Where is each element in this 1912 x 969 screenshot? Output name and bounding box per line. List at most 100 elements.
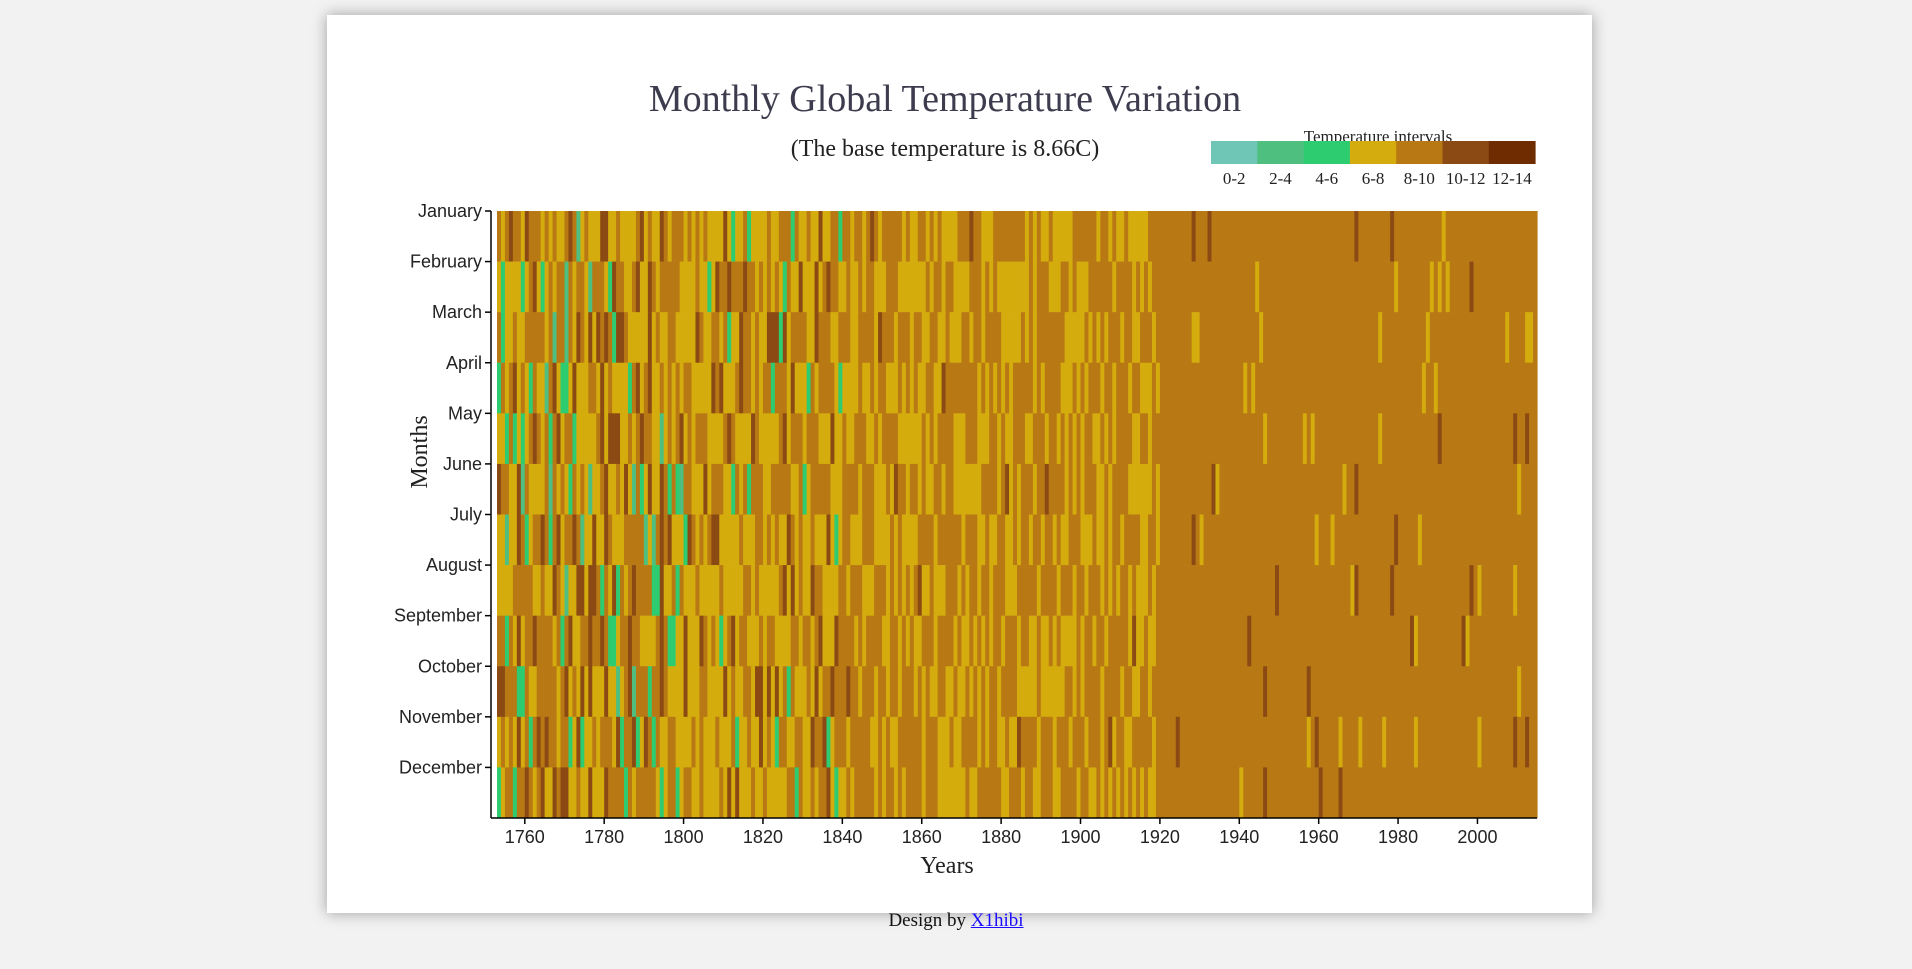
heat-cell [1302,312,1308,364]
heat-cell [1525,362,1530,414]
month-label-october: October [418,656,482,676]
heat-cell [1088,261,1094,313]
heat-cell [866,261,871,313]
heat-cell [580,514,585,566]
heat-cell [1108,615,1113,667]
heat-cell [1005,716,1010,768]
heat-cell [1358,211,1363,262]
heat-cell [1302,463,1308,515]
heat-cell [786,413,792,465]
heat-cell [874,261,879,313]
heat-cell [1255,615,1260,667]
heat-cell [1005,312,1010,364]
heat-cell [1267,767,1272,819]
heat-cell [655,261,661,313]
heat-cell [1286,463,1292,515]
heat-cell [703,312,708,364]
heat-cell [620,261,625,313]
heat-cell [842,413,847,465]
heat-cell [671,716,677,768]
heat-cell [1147,615,1153,667]
heat-cell [1378,615,1383,667]
heat-cell [921,362,927,414]
footer-credit: Design by X1hibi [0,910,1912,932]
heat-cell [830,767,836,819]
heat-cell [802,514,808,566]
heat-cell [1100,312,1105,364]
heat-cell [925,615,931,667]
heat-cell [560,261,566,313]
heat-cell [1433,666,1439,718]
heat-cell [830,615,836,667]
heat-cell [862,767,867,819]
heat-cell [1370,312,1375,364]
heat-cell [1207,514,1213,566]
heat-cell [949,312,955,364]
author-link[interactable]: X1hibi [970,910,1024,931]
heat-cell [1469,767,1475,819]
heat-cell [1513,413,1518,465]
heat-cell [627,767,633,819]
heat-cell [1461,362,1467,414]
heat-cell [1362,716,1367,768]
heat-cell [997,463,1002,515]
heat-cell [1275,362,1280,414]
heat-cell [1505,514,1510,566]
heat-cell [1521,716,1526,768]
heat-cell [699,514,705,566]
heat-cell [949,514,955,566]
heat-cell [1120,312,1125,364]
heat-cell [1064,666,1070,718]
heat-cell [1080,666,1086,718]
heat-cell [1144,413,1149,465]
heat-cell [1473,666,1479,718]
heat-cell [870,312,875,364]
heat-cell [1485,362,1490,414]
month-label-september: September [394,606,482,626]
heat-cell [528,312,534,364]
heat-cell [1108,666,1113,718]
heat-cell [854,413,859,465]
heat-cell [1282,767,1288,819]
heat-cell [1199,362,1205,414]
heat-cell [1417,716,1423,768]
heat-cell [782,716,788,768]
heat-cell [1366,413,1371,465]
heat-cell [1259,463,1264,515]
heat-cell [1247,362,1252,414]
heat-cell [1207,413,1213,465]
heat-cell [588,362,593,414]
heat-cell [1259,413,1264,465]
heat-cell [635,413,641,465]
heat-cell [1477,615,1483,667]
heat-cell [1346,211,1352,262]
heat-cell [882,413,887,465]
heat-cell [556,666,562,718]
heat-cell [1124,211,1129,262]
heat-cell [1429,211,1435,262]
heat-cell [528,463,534,515]
heat-cell [1521,666,1526,718]
heat-cell [707,463,712,515]
heat-cell [1417,413,1423,465]
heat-cell [1334,362,1340,414]
heat-cell [1076,413,1082,465]
heat-cell [1009,211,1014,262]
heat-cell [1362,514,1367,566]
heat-cell [604,312,609,364]
heat-cell [1036,211,1042,262]
heat-cell [1326,767,1332,819]
heat-cell [889,261,895,313]
heat-cell [1009,716,1014,768]
heat-cell [1199,767,1205,819]
heat-cell [762,362,768,414]
heat-cell [723,615,728,667]
heat-cell [560,716,566,768]
heat-cell [774,615,780,667]
heat-cell [1199,312,1205,364]
heat-cell [723,716,728,768]
heat-cell [1306,565,1312,616]
heat-cell [1147,312,1153,364]
heat-cell [751,362,756,414]
heat-cell [889,565,895,616]
